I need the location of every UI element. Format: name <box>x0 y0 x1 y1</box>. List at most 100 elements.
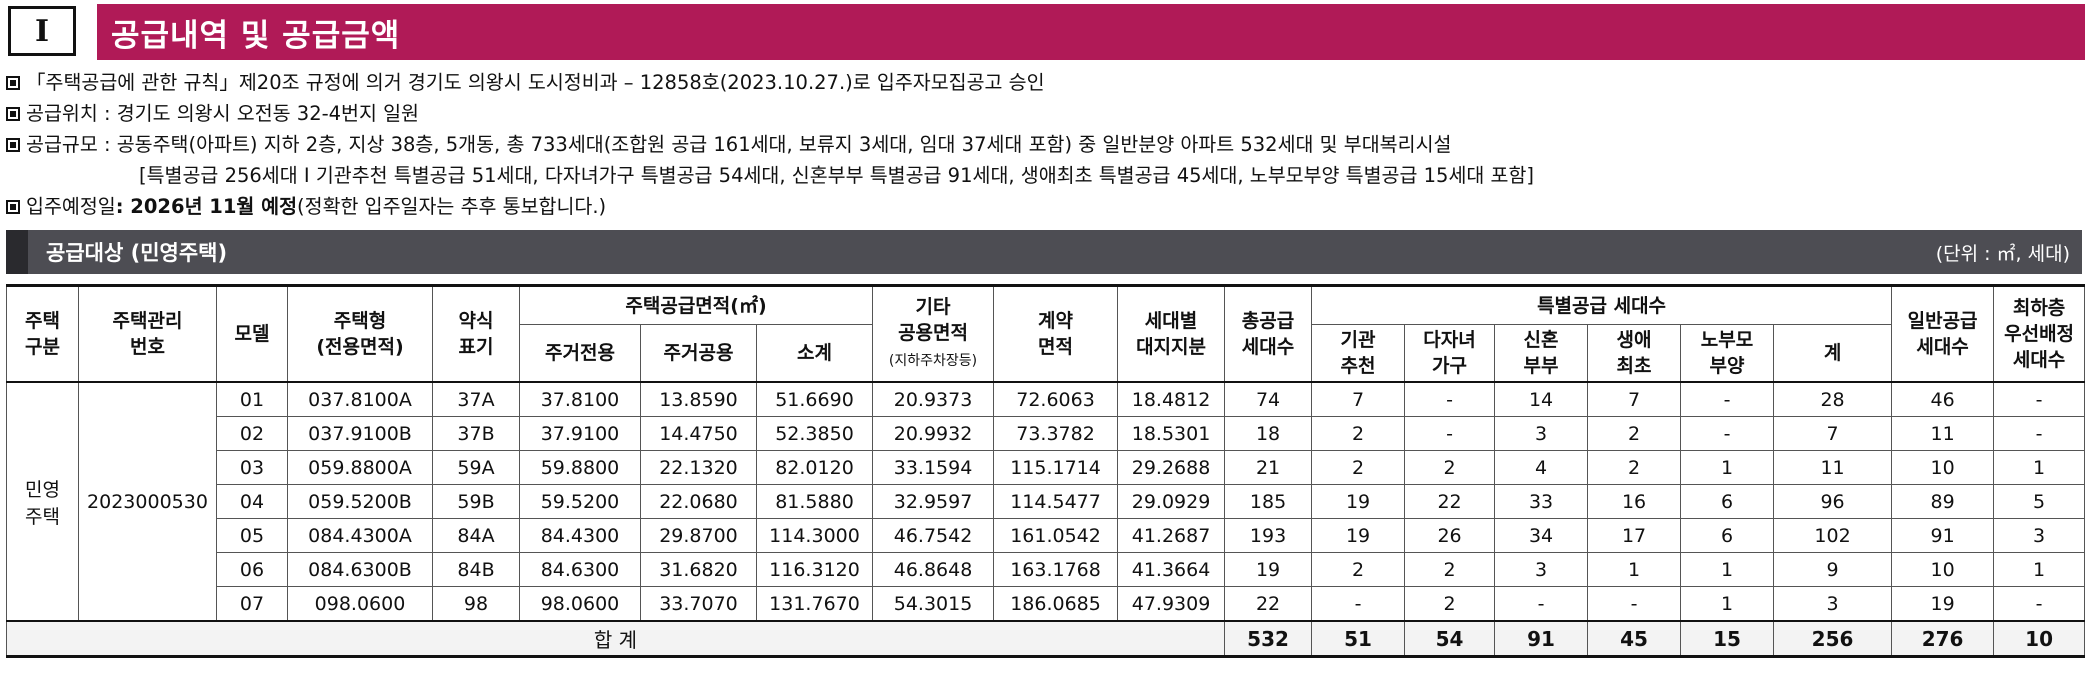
cell-lowest-floor: - <box>1993 416 2086 451</box>
cell-common-area: 33.7070 <box>640 586 757 622</box>
cell-common-area: 31.6820 <box>640 552 757 587</box>
cell-abbr: 98 <box>432 586 520 622</box>
cell-house-type: 084.4300A <box>287 518 433 553</box>
header-institution: 기관 추천 <box>1311 324 1406 383</box>
cell-subtotal-area: 82.0120 <box>755 450 874 485</box>
cell-house-type: 059.8800A <box>287 450 433 485</box>
cell-abbr: 59A <box>432 450 520 485</box>
cell-abbr: 37B <box>432 416 520 451</box>
cell-newlywed: 14 <box>1494 381 1589 417</box>
cell-house-type: 037.9100B <box>287 416 433 451</box>
cell-newlywed: 4 <box>1494 450 1589 485</box>
cell-elderly: 1 <box>1680 552 1775 587</box>
cell-house-type: 037.8100A <box>287 381 433 417</box>
cell-common-area: 13.8590 <box>640 381 757 417</box>
total-cell-multi: 54 <box>1404 620 1496 658</box>
cell-total-units: 18 <box>1224 416 1313 451</box>
cell-institution: - <box>1311 586 1406 622</box>
header-contract-area: 계약 면적 <box>993 285 1119 383</box>
cell-other-common-area: 54.3015 <box>872 586 995 622</box>
movein-value: : 2026년 11월 예정 <box>115 195 298 218</box>
cell-other-common-area: 46.7542 <box>872 518 995 553</box>
cell-abbr: 84A <box>432 518 520 553</box>
cell-contract-area: 115.1714 <box>993 450 1119 485</box>
cell-abbr: 59B <box>432 484 520 519</box>
cell-contract-area: 114.5477 <box>993 484 1119 519</box>
cell-general: 11 <box>1891 416 1995 451</box>
note-scale-text: 공급규모 : 공동주택(아파트) 지하 2층, 지상 38층, 5개동, 총 7… <box>26 133 1452 156</box>
total-cell-elder: 15 <box>1680 620 1775 658</box>
cell-other-common-area: 32.9597 <box>872 484 995 519</box>
total-cell-newly: 91 <box>1494 620 1589 658</box>
cell-elderly: 1 <box>1680 586 1775 622</box>
cell-exclusive-area: 84.6300 <box>519 552 641 587</box>
cell-exclusive-area: 98.0600 <box>519 586 641 622</box>
table-row: 02 037.9100B 37B 37.9100 14.4750 52.3850 20.99… <box>7 416 2086 451</box>
cell-exclusive-area: 84.4300 <box>519 518 641 553</box>
cell-special-sum: 9 <box>1773 552 1893 587</box>
cell-contract-area: 73.3782 <box>993 416 1119 451</box>
cell-institution: 7 <box>1311 381 1406 417</box>
cell-exclusive-area: 37.8100 <box>519 381 641 417</box>
cell-newlywed: 33 <box>1494 484 1589 519</box>
movein-note: (정확한 입주일자는 추후 통보합니다.) <box>297 195 607 218</box>
cell-total-units: 74 <box>1224 381 1313 417</box>
cell-general: 10 <box>1891 450 1995 485</box>
total-row: 합 계 532 51 54 91 45 15 256 276 10 <box>5 620 2086 658</box>
cell-other-common-area: 33.1594 <box>872 450 995 485</box>
cell-first-time: 2 <box>1587 450 1682 485</box>
cell-land-share: 41.2687 <box>1117 518 1226 553</box>
header-special-sum: 계 <box>1773 324 1893 383</box>
cell-total-units: 185 <box>1224 484 1313 519</box>
table-row: 05 084.4300A 84A 84.4300 29.8700 114.3000 46.7… <box>7 518 2086 553</box>
cell-land-share: 29.2688 <box>1117 450 1226 485</box>
header-multichild: 다자녀 가구 <box>1404 324 1496 383</box>
total-cell-total: 532 <box>1224 620 1313 658</box>
cell-contract-area: 72.6063 <box>993 381 1119 417</box>
cell-elderly: - <box>1680 381 1775 417</box>
total-cell-gen: 276 <box>1891 620 1995 658</box>
header-other-common-note: (지하주차장등) <box>888 353 978 369</box>
cell-model: 05 <box>216 518 288 553</box>
cell-land-share: 18.4812 <box>1117 381 1226 417</box>
cell-institution: 2 <box>1311 552 1406 587</box>
cell-house-type: 059.5200B <box>287 484 433 519</box>
cell-other-common-area: 46.8648 <box>872 552 995 587</box>
total-cell-ssum: 256 <box>1773 620 1893 658</box>
section-number: Ⅰ <box>34 13 50 49</box>
cell-general: 10 <box>1891 552 1995 587</box>
page-title: 공급내역 및 공급금액 <box>111 17 401 54</box>
cell-elderly: 1 <box>1680 450 1775 485</box>
table-row: 07 098.0600 98 98.0600 33.7070 131.7670 54.301… <box>7 586 2086 622</box>
cell-other-common-area: 20.9932 <box>872 416 995 451</box>
cell-mgmt-number: 2023000530 <box>78 381 217 622</box>
note-approval: 「주택공급에 관한 규칙」제20조 규정에 의거 경기도 의왕시 도시정비과 –… <box>6 67 2076 98</box>
cell-exclusive-area: 59.5200 <box>519 484 641 519</box>
header-subtotal: 소계 <box>755 324 874 383</box>
note-scale-detail-text: [특별공급 256세대 I 기관추천 특별공급 51세대, 다자녀가구 특별공급… <box>139 164 1535 187</box>
cell-multichild: - <box>1404 381 1496 417</box>
cell-subtotal-area: 131.7670 <box>755 586 874 622</box>
cell-lowest-floor: 3 <box>1993 518 2086 553</box>
cell-lowest-floor: 5 <box>1993 484 2086 519</box>
cell-common-area: 22.0680 <box>640 484 757 519</box>
header-lowest-floor: 최하층 우선배정 세대수 <box>1993 285 2086 383</box>
header-housing-type: 주택 구분 <box>6 285 79 383</box>
cell-newlywed: 3 <box>1494 416 1589 451</box>
square-bullet-icon <box>6 107 20 121</box>
cell-first-time: 16 <box>1587 484 1682 519</box>
header-newlywed: 신혼 부부 <box>1494 324 1589 383</box>
total-label: 합 계 <box>5 620 1226 658</box>
header-land-share: 세대별 대지지분 <box>1117 285 1226 383</box>
cell-institution: 19 <box>1311 484 1406 519</box>
cell-lowest-floor: 1 <box>1993 450 2086 485</box>
cell-subtotal-area: 51.6690 <box>755 381 874 417</box>
cell-elderly: 6 <box>1680 518 1775 553</box>
cell-multichild: 2 <box>1404 552 1496 587</box>
cell-subtotal-area: 116.3120 <box>755 552 874 587</box>
notes-block: 「주택공급에 관한 규칙」제20조 규정에 의거 경기도 의왕시 도시정비과 –… <box>6 67 2076 222</box>
total-cell-low: 10 <box>1993 620 2086 658</box>
cell-model: 06 <box>216 552 288 587</box>
cell-general: 89 <box>1891 484 1995 519</box>
cell-institution: 19 <box>1311 518 1406 553</box>
